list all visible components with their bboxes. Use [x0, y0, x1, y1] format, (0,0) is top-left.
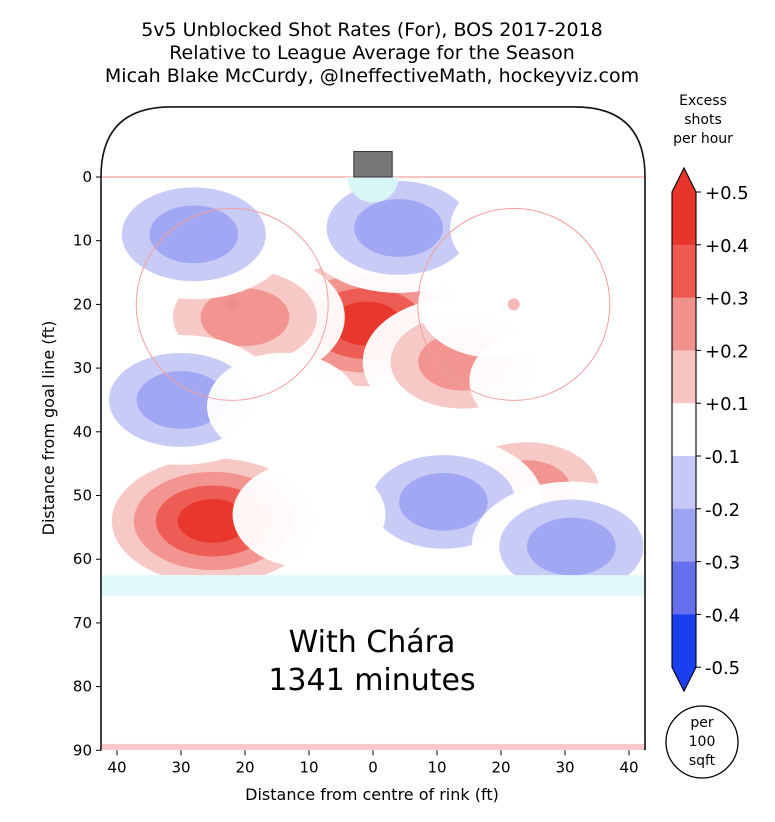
y-axis-label: Distance from goal line (ft): [39, 321, 58, 536]
y-tick-label: 50: [73, 487, 92, 505]
chart-title-line-1: 5v5 Unblocked Shot Rates (For), BOS 2017…: [141, 19, 603, 41]
chart-title-line-2: Relative to League Average for the Seaso…: [169, 42, 575, 64]
heat-region-left-low-band-3: [136, 371, 226, 429]
colorbar-extend-bottom: [672, 667, 696, 692]
y-tick-label: 60: [73, 550, 92, 568]
blue-line: [102, 575, 644, 596]
heat-region-right-point-low-band-3: [527, 517, 616, 576]
colorbar-tick-label: +0.4: [705, 236, 749, 257]
centre-line: [102, 743, 644, 750]
colorbar-title-line-2: shots: [684, 112, 722, 128]
faceoff-circle-left: [135, 207, 329, 401]
y-tick-label: 40: [73, 423, 92, 441]
colorbar-bin: [672, 508, 696, 563]
colorbar-bin: [672, 614, 696, 668]
heat-region-neutral-right-band-1: [462, 677, 616, 751]
chart-title-line-3: Micah Blake McCurdy, @IneffectiveMath, h…: [105, 65, 639, 87]
x-tick-label: 30: [555, 758, 574, 776]
y-tick-label: 30: [73, 359, 92, 377]
colorbar-bin: [672, 350, 696, 404]
colorbar-title-line-3: per hour: [673, 131, 733, 147]
x-axis-label: Distance from centre of rink (ft): [245, 785, 499, 804]
colorbar-tick-label: -0.1: [705, 447, 740, 468]
y-tick-label: 10: [73, 232, 92, 250]
x-tick-label: 10: [427, 758, 446, 776]
colorbar-tick-label: -0.5: [705, 658, 740, 679]
faceoff-dot-left: [226, 298, 239, 311]
colorbar-bin: [672, 244, 696, 299]
colorbar: +0.5 +0.4 +0.3 +0.2 +0.1 -0.1 -0.2 -0.3 -0.4 -0.5: [671, 166, 749, 693]
heat-region-left-circle-edge-band-3: [200, 288, 290, 347]
x-tick-label: 40: [619, 758, 638, 776]
annotation-line-1: With Chára: [289, 625, 456, 660]
heatmap-layer: [101, 136, 645, 751]
annotation-line-2: 1341 minutes: [268, 663, 475, 698]
unit-badge-line-2: 100: [689, 734, 716, 750]
heat-region-left-mid-small-band-1: [206, 352, 360, 460]
heat-region-center-left-small-band-1: [232, 461, 386, 569]
heat-region-left-circle-top-band-3: [149, 205, 239, 264]
unit-badge-line-1: per: [690, 715, 714, 731]
colorbar-bin: [672, 561, 696, 615]
colorbar-title-line-1: Excess: [679, 93, 727, 109]
x-tick-label: 30: [171, 758, 190, 776]
colorbar-tick-label: +0.5: [705, 183, 749, 204]
colorbar-tick-label: +0.1: [705, 394, 749, 415]
colorbar-tick-label: +0.3: [705, 289, 749, 310]
goal-net: [353, 151, 393, 178]
axes: 40 30 20 10 0 10 20 30 40 0 10 20 30 40 50 60 70 80 90: [73, 168, 639, 776]
unit-badge: per 100 sqft: [665, 705, 739, 779]
heat-region-crease-area-band-3: [354, 199, 443, 257]
goal-crease: [347, 177, 399, 203]
y-tick-label: 0: [82, 168, 92, 186]
heat-region-top-right-band-1: [450, 174, 604, 282]
x-tick-label: 20: [491, 758, 510, 776]
colorbar-tick-label: -0.2: [705, 500, 740, 521]
x-tick-label: 40: [107, 758, 126, 776]
x-tick-label: 10: [299, 758, 318, 776]
faceoff-dot-right: [507, 298, 520, 311]
heat-region-right-mid-band-3: [399, 472, 488, 531]
colorbar-bin: [672, 403, 696, 457]
y-tick-label: 80: [73, 678, 92, 696]
x-tick-label: 0: [368, 758, 378, 776]
rink-markings: [100, 106, 646, 751]
heat-region-right-low-band-1: [469, 327, 623, 435]
y-tick-label: 20: [73, 295, 92, 313]
colorbar-tick-label: -0.3: [705, 553, 740, 574]
heat-region-left-point-band-5: [177, 499, 249, 543]
colorbar-tick-label: +0.2: [705, 341, 749, 362]
colorbar-tick-label: -0.4: [705, 605, 740, 626]
faceoff-circle-right: [417, 207, 611, 401]
y-tick-label: 70: [73, 614, 92, 632]
x-tick-label: 20: [235, 758, 254, 776]
colorbar-bin: [672, 297, 696, 351]
colorbar-bin: [672, 456, 696, 510]
colorbar-extend-top: [672, 168, 696, 192]
unit-badge-circle: [665, 705, 739, 779]
colorbar-bin: [672, 192, 696, 246]
heat-region-neutral-left-band-1: [226, 594, 380, 702]
rink-boards: [100, 106, 646, 751]
unit-badge-line-3: sqft: [689, 753, 716, 769]
y-tick-label: 90: [73, 741, 92, 759]
